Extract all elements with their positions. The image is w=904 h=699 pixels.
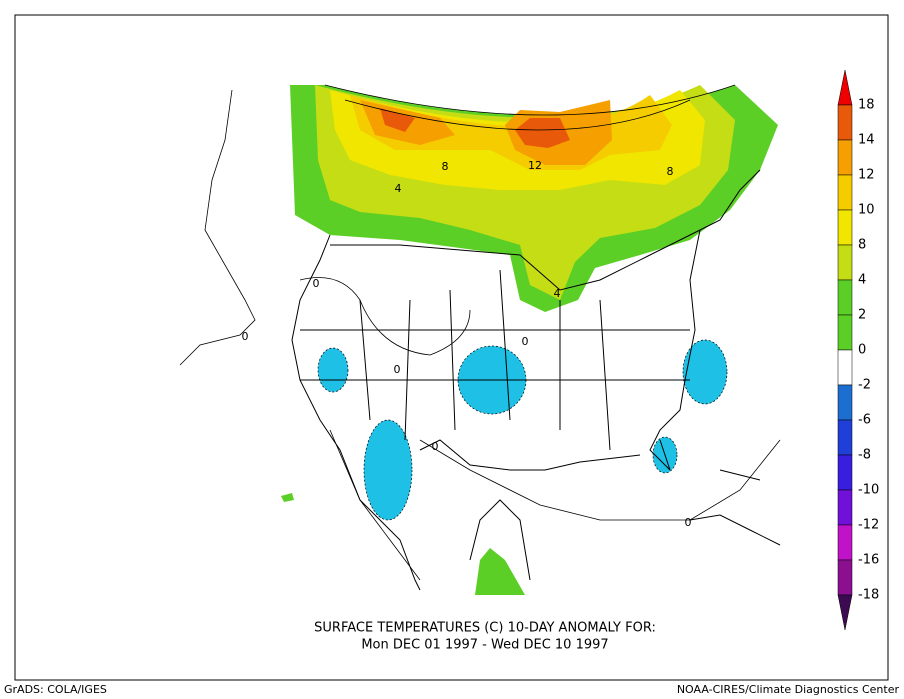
colorbar-label: -16 [858,553,879,568]
colorbar-swatch [837,489,853,526]
colorbar-swatch [837,454,853,491]
contour-label: 4 [395,182,402,195]
contour-label: 8 [667,165,674,178]
title-line-1: SURFACE TEMPERATURES (C) 10-DAY ANOMALY … [314,621,656,636]
colorbar-swatch [837,279,853,316]
contour-label: 0 [522,335,529,348]
contour-label: 12 [528,159,542,172]
colorbar-swatch [837,174,853,211]
colorbar-top [837,69,853,106]
colorbar-label: -6 [858,413,871,428]
colorbar-label: -2 [858,378,871,393]
colorbar-swatch [837,139,853,176]
contour-label: 0 [313,277,320,290]
contour-labels: 4 8 12 8 4 0 0 0 0 0 0 [242,159,692,529]
title-line-2: Mon DEC 01 1997 - Wed DEC 10 1997 [361,638,608,653]
anomaly-12 [360,100,612,165]
colorbar-label: -8 [858,448,871,463]
colorbar-label: 10 [858,203,875,218]
frame [14,14,889,681]
colorbar-label: -10 [858,483,879,498]
colorbar-label: 12 [858,168,875,183]
colorbar-label: 2 [858,308,866,323]
contour-label: 0 [432,440,439,453]
footer-right: NOAA-CIRES/Climate Diagnostics Center [677,683,900,696]
colorbar-swatch [837,384,853,421]
colorbar-swatch [837,349,853,386]
colorbar-label: -18 [858,588,879,603]
colorbar-swatch [837,524,853,561]
colorbar-label: 4 [858,273,866,288]
contour-label: 0 [685,516,692,529]
anomaly-fill [281,85,778,595]
colorbar-label: 8 [858,238,866,253]
colorbar-label: -12 [858,518,879,533]
contour-label: 4 [554,287,561,300]
contour-label: 0 [242,330,249,343]
contour-label: 8 [442,160,449,173]
contour-label: 0 [394,363,401,376]
colorbar-swatch [837,559,853,596]
colorbar-label: 14 [858,133,875,148]
footer-left: GrADS: COLA/IGES [4,683,107,696]
colorbar-swatch [837,244,853,281]
colorbar-bottom [837,594,853,631]
colorbar-swatch [837,209,853,246]
colorbar-swatch [837,419,853,456]
map-lines [179,84,781,591]
colorbar-swatch [837,314,853,351]
anomaly-14 [380,108,570,148]
colorbar-label: 0 [858,343,866,358]
colorbar-swatch [837,104,853,141]
colorbar: 18 14 12 10 8 4 2 0 -2 -6 -8 -10 -12 -16 -18 [837,69,879,631]
colorbar-label: 18 [858,98,875,113]
